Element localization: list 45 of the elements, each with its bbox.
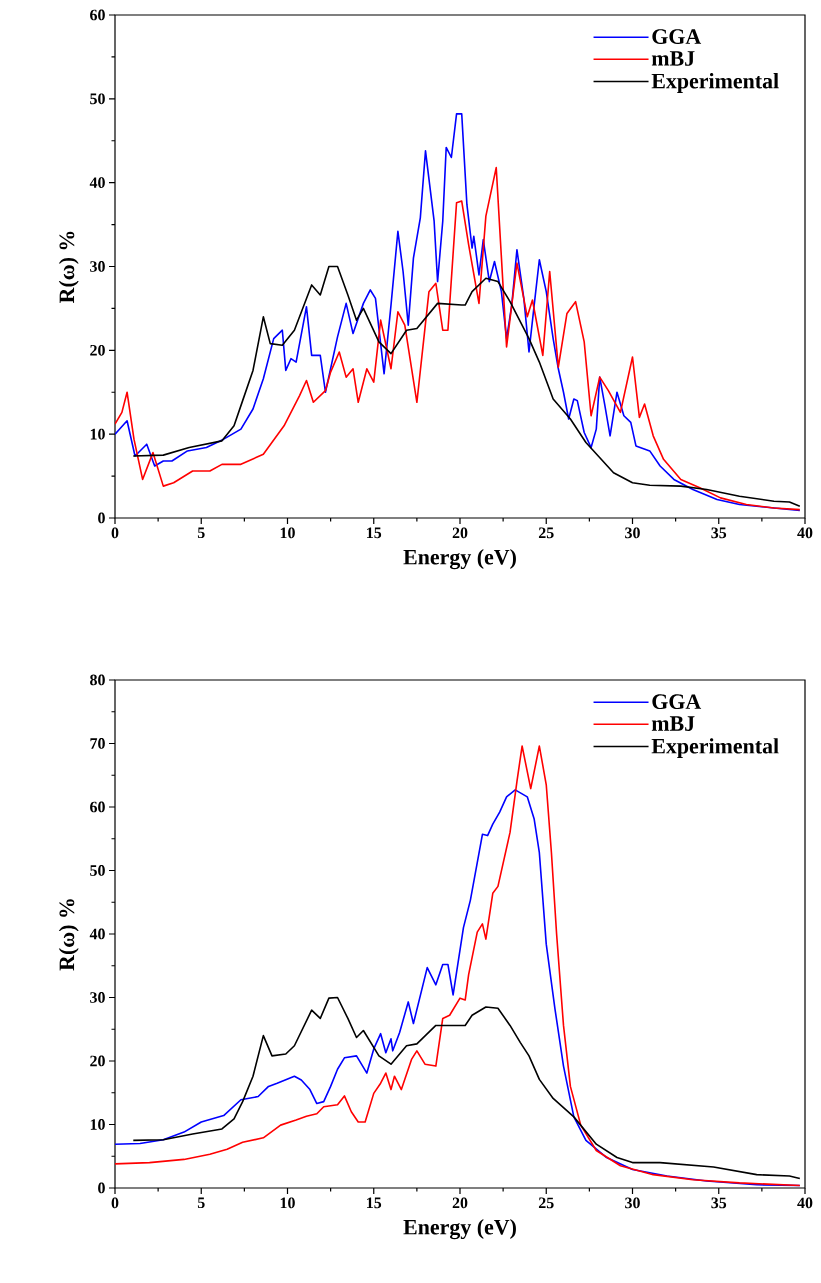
x-axis-title: Energy (eV) [403,1219,516,1240]
y-tick-label: 40 [89,928,105,940]
x-tick-label: 0 [111,1197,119,1209]
x-tick-label: 5 [197,527,205,539]
y-tick-label: 10 [90,428,105,440]
legend-label: GGA [652,29,702,44]
y-tick-label: 60 [90,801,105,813]
y-tick-label: 0 [98,1182,105,1194]
x-tick-label: 35 [711,1197,727,1209]
y-tick-label: 50 [90,93,105,105]
x-tick-label: 40 [797,527,813,539]
legend-label: GGA [652,694,702,710]
x-tick-label: 35 [711,527,727,539]
y-tick-label: 50 [90,865,105,876]
x-tick-label: 10 [280,527,295,539]
x-tick-label: 0 [111,527,119,539]
x-tick-label: 10 [280,1197,295,1209]
y-tick-label: 40 [89,177,105,189]
x-tick-label: 20 [452,1197,468,1209]
x-tick-label: 20 [452,527,468,539]
legend-label: mBJ [651,716,695,731]
x-tick-label: 15 [367,1197,382,1209]
x-tick-label: 5 [197,1197,205,1209]
legend-label: Experimental [651,73,779,93]
y-tick-label: 20 [90,344,105,356]
y-tick-label: 20 [90,1055,105,1067]
y-tick-label: 70 [90,738,105,749]
legend-label: Experimental [651,738,779,759]
y-tick-label: 60 [90,9,105,21]
y-tick-label: 30 [90,261,105,272]
y-tick-label: 80 [90,674,105,686]
line-series [132,265,801,508]
x-tick-label: 25 [538,1197,554,1209]
x-tick-label: 30 [625,1197,640,1209]
x-tick-label: 25 [538,527,554,539]
y-axis-title: R(ω) % [58,231,79,304]
x-tick-label: 15 [367,527,382,539]
x-tick-label: 30 [625,527,640,539]
x-tick-label: 40 [797,1197,813,1209]
y-tick-label: 30 [90,992,105,1003]
legend-label: mBJ [651,51,695,66]
y-tick-label: 10 [90,1119,105,1130]
y-axis-title: R(ω) % [58,899,79,971]
x-axis-title: Energy (eV) [403,549,516,570]
y-tick-label: 0 [98,512,105,524]
